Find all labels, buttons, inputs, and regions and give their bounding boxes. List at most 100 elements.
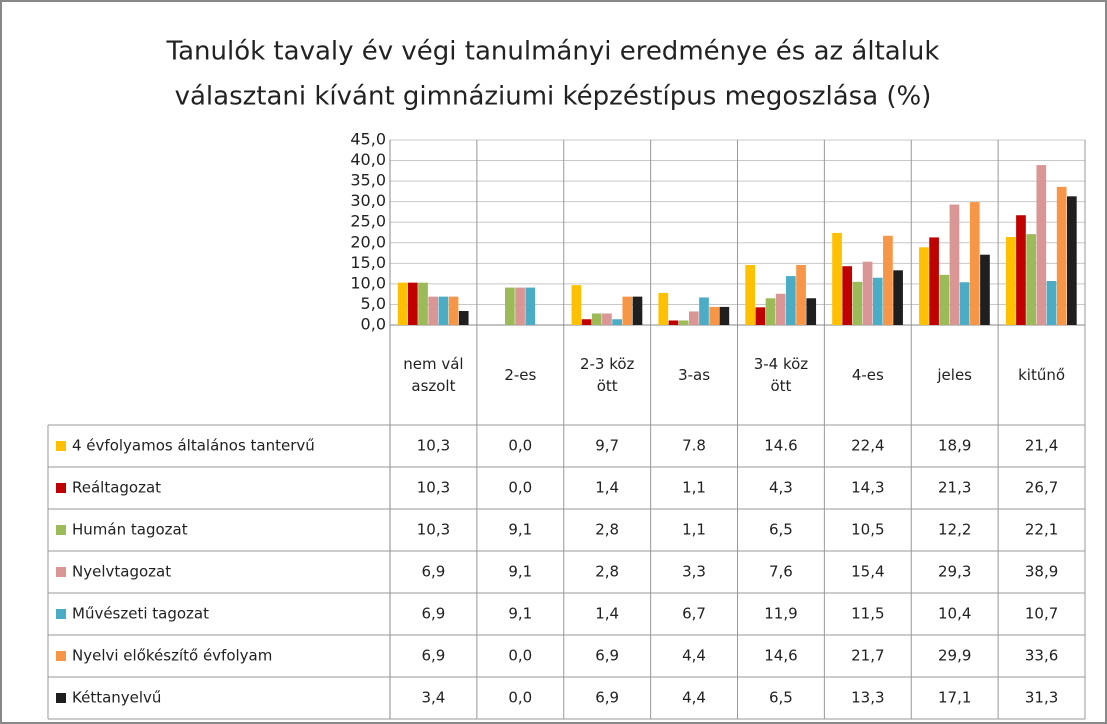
data-table-value: 6,7 bbox=[682, 605, 706, 623]
legend-key bbox=[56, 651, 66, 661]
data-table-value: 10,3 bbox=[417, 521, 450, 539]
data-table-value: 12,2 bbox=[938, 521, 971, 539]
bar bbox=[1016, 215, 1026, 325]
bar bbox=[678, 320, 689, 325]
data-table-value: 1,1 bbox=[682, 521, 706, 539]
bar bbox=[719, 306, 730, 325]
bar bbox=[852, 281, 863, 325]
legend-label: Kéttanyelvű bbox=[72, 689, 161, 707]
bar bbox=[969, 202, 980, 325]
bar bbox=[755, 307, 766, 325]
bar bbox=[448, 296, 459, 325]
data-table-value: 21,7 bbox=[851, 647, 884, 665]
data-table-value: 14.6 bbox=[764, 437, 797, 455]
data-table-value: 21,4 bbox=[1025, 437, 1058, 455]
bar bbox=[832, 232, 842, 325]
x-tick-label: 2-es bbox=[504, 366, 537, 384]
x-tick-label: nem válaszolt bbox=[403, 355, 464, 395]
data-table-value: 22,4 bbox=[851, 437, 884, 455]
y-tick-label: 45,0 bbox=[350, 130, 386, 149]
data-table-value: 6,9 bbox=[422, 605, 446, 623]
bar bbox=[525, 287, 536, 325]
y-tick-label: 20,0 bbox=[350, 232, 386, 251]
data-table-value: 33,6 bbox=[1025, 647, 1058, 665]
data-table-value: 4,3 bbox=[769, 479, 793, 497]
data-table-value: 6,9 bbox=[595, 689, 619, 707]
data-table-value: 10,5 bbox=[851, 521, 884, 539]
y-tick-label: 40,0 bbox=[350, 150, 386, 169]
bar bbox=[883, 235, 893, 325]
legend-key bbox=[56, 567, 66, 577]
bar bbox=[980, 254, 990, 325]
x-tick-label: 4-es bbox=[851, 366, 884, 384]
bar bbox=[1005, 237, 1016, 325]
data-table-value: 31,3 bbox=[1025, 689, 1058, 707]
bar bbox=[418, 282, 428, 325]
data-table-value: 7.8 bbox=[682, 437, 706, 455]
bar bbox=[428, 296, 439, 325]
data-table-value: 13,3 bbox=[851, 689, 884, 707]
bar bbox=[612, 319, 622, 325]
y-tick-label: 0,0 bbox=[361, 315, 386, 334]
y-tick-label: 10,0 bbox=[350, 273, 386, 292]
data-table-value: 4,4 bbox=[682, 647, 706, 665]
y-tick-label: 15,0 bbox=[350, 253, 386, 272]
bar bbox=[699, 297, 709, 325]
bar bbox=[893, 270, 903, 325]
bar bbox=[571, 285, 582, 325]
data-table-value: 9,1 bbox=[508, 605, 532, 623]
data-table-value: 29,9 bbox=[938, 647, 971, 665]
bar bbox=[602, 313, 612, 325]
legend-label: 4 évfolyamos általános tantervű bbox=[72, 437, 315, 455]
data-table-value: 38,9 bbox=[1025, 563, 1058, 581]
data-table-value: 2,8 bbox=[595, 563, 619, 581]
bar bbox=[796, 264, 806, 325]
x-tick-label: 3-4 között bbox=[753, 355, 809, 395]
data-table-value: 1,4 bbox=[595, 479, 619, 497]
data-table-value: 0,0 bbox=[508, 437, 532, 455]
data-table-value: 3,4 bbox=[422, 689, 446, 707]
data-table-value: 0,0 bbox=[508, 479, 532, 497]
bar bbox=[658, 292, 669, 325]
legend-key bbox=[56, 609, 66, 619]
data-table-value: 6,9 bbox=[422, 563, 446, 581]
data-table-value: 10,4 bbox=[938, 605, 971, 623]
bar bbox=[688, 311, 699, 325]
data-table-value: 7,6 bbox=[769, 563, 793, 581]
bar bbox=[1046, 281, 1057, 325]
data-table-value: 14,3 bbox=[851, 479, 884, 497]
data-table-value: 9,7 bbox=[595, 437, 619, 455]
bar bbox=[591, 313, 602, 325]
data-table-value: 0,0 bbox=[508, 689, 532, 707]
data-table-value: 6,5 bbox=[769, 521, 793, 539]
data-table-value: 29,3 bbox=[938, 563, 971, 581]
bar bbox=[1056, 186, 1067, 325]
bar bbox=[632, 296, 643, 325]
bar bbox=[709, 306, 720, 325]
bar bbox=[1036, 165, 1047, 325]
bar bbox=[668, 320, 679, 325]
y-tick-label: 25,0 bbox=[350, 212, 386, 231]
bar bbox=[919, 247, 929, 325]
bar bbox=[581, 319, 592, 325]
data-table-value: 9,1 bbox=[508, 563, 532, 581]
x-tick-label: 2-3 között bbox=[579, 355, 635, 395]
data-table-value: 11,5 bbox=[851, 605, 884, 623]
chart-title: Tanulók tavaly év végi tanulmányi eredmé… bbox=[166, 37, 940, 67]
x-tick-label: kitűnő bbox=[1018, 366, 1066, 384]
legend-label: Humán tagozat bbox=[72, 521, 188, 539]
data-table-value: 18,9 bbox=[938, 437, 971, 455]
bar bbox=[745, 264, 755, 325]
bar bbox=[939, 274, 950, 325]
legend-key bbox=[56, 525, 66, 535]
y-tick-label: 35,0 bbox=[350, 171, 386, 190]
bar bbox=[515, 287, 525, 325]
legend-label: Reáltagozat bbox=[72, 479, 161, 497]
legend-label: Nyelvtagozat bbox=[72, 563, 171, 581]
bar bbox=[786, 276, 796, 325]
data-table-value: 11,9 bbox=[764, 605, 797, 623]
y-tick-label: 30,0 bbox=[350, 191, 386, 210]
data-table-value: 10,3 bbox=[417, 479, 450, 497]
data-table-value: 6,5 bbox=[769, 689, 793, 707]
